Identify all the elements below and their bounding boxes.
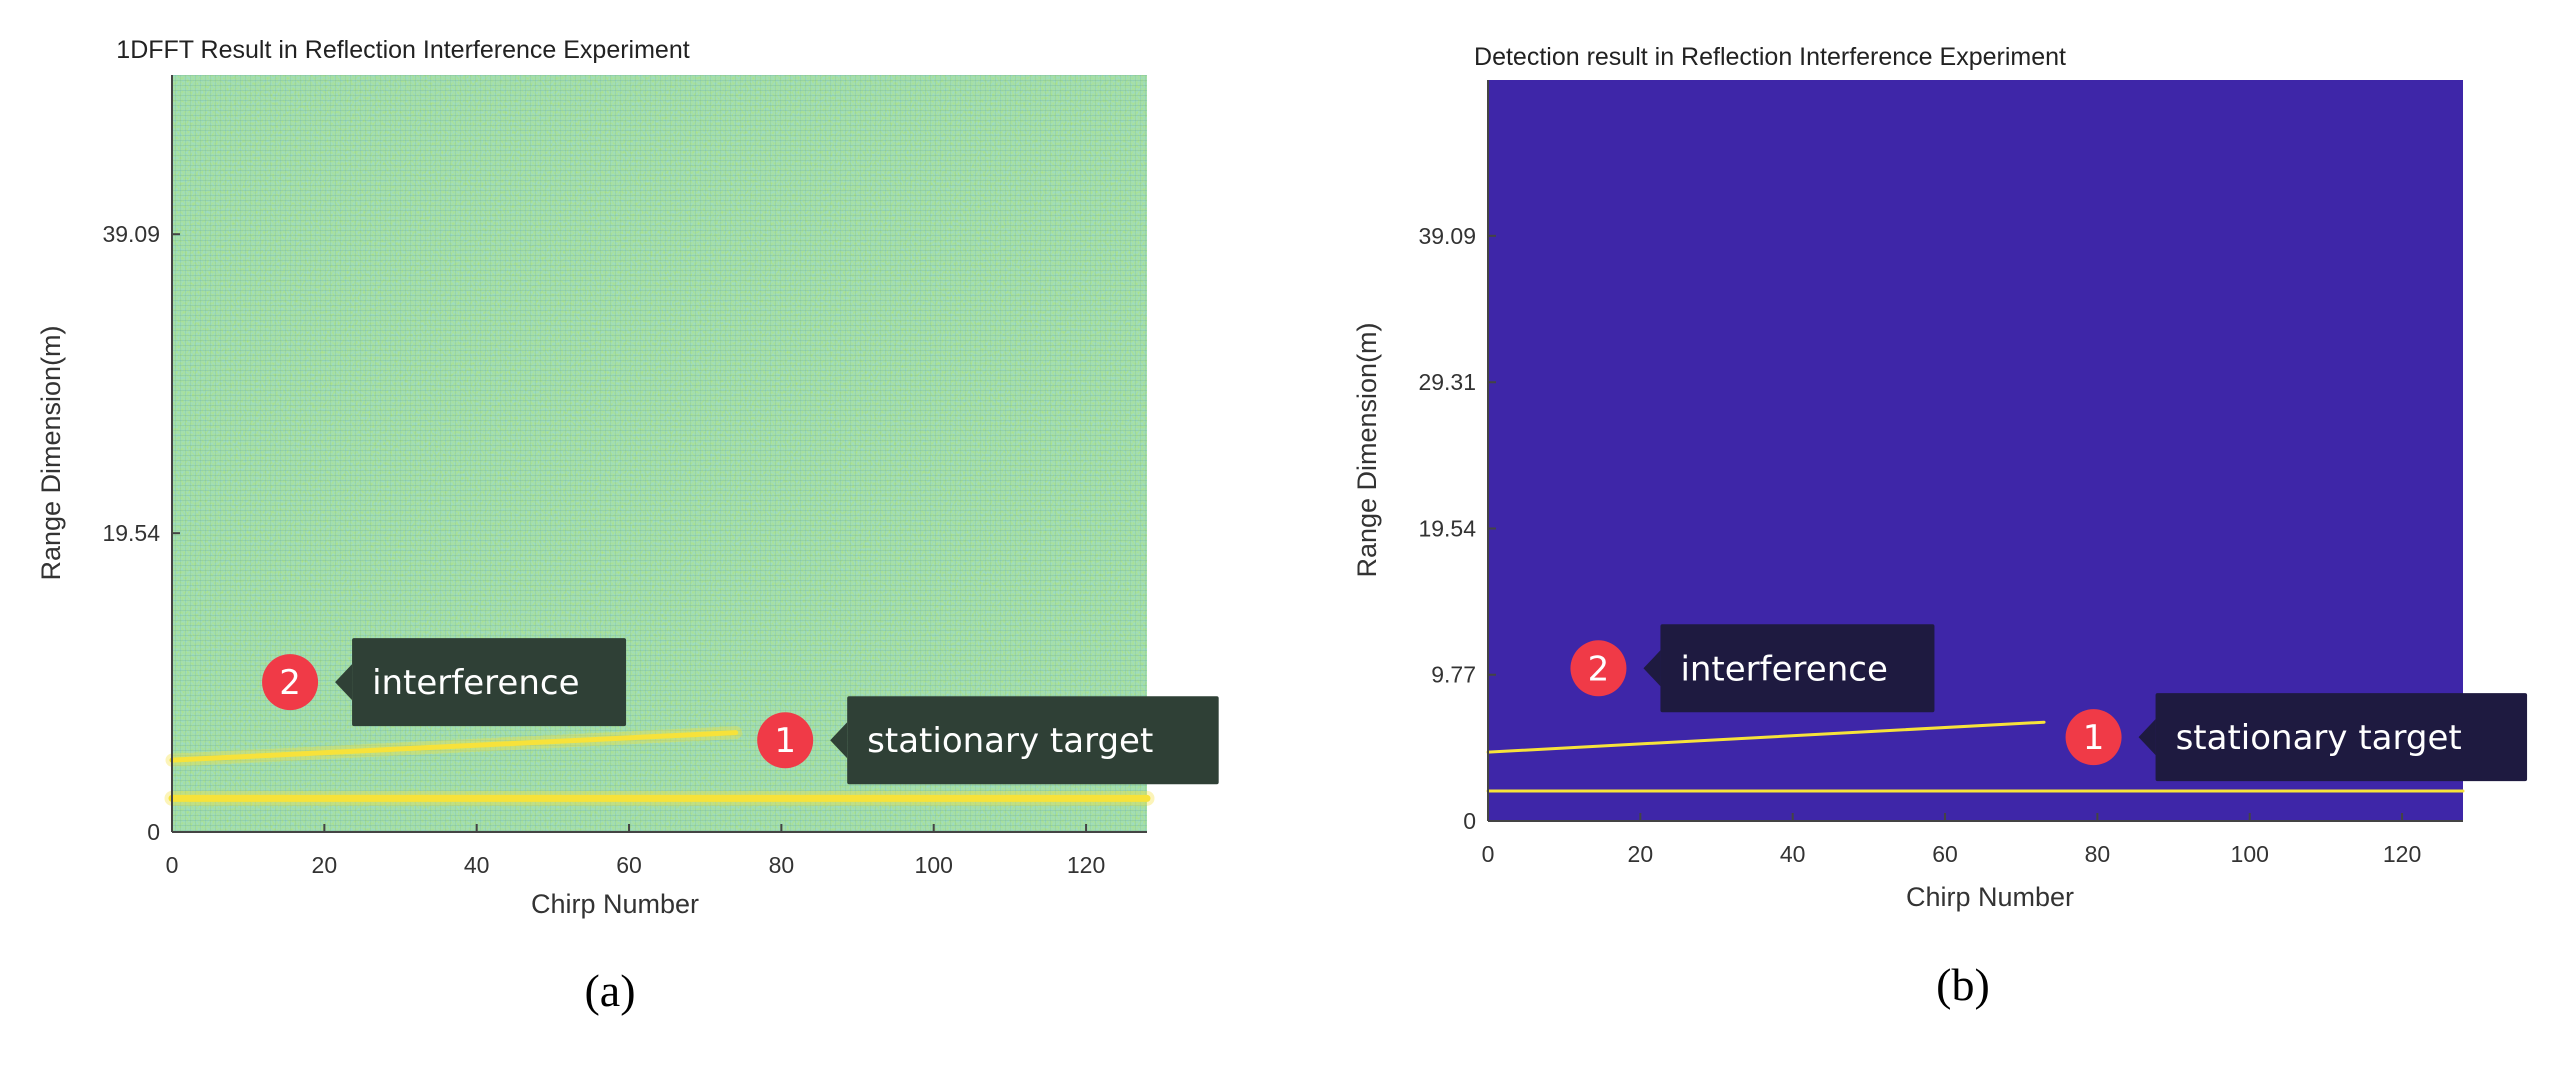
annotation-box-2 <box>352 638 627 727</box>
chart-a-xtick-label-3: 60 <box>616 852 642 878</box>
chart-b-xtick-label-3: 60 <box>1932 841 1958 867</box>
chart-a-title: 1DFFT Result in Reflection Interference … <box>116 36 689 64</box>
annotation-pointer-1 <box>830 722 848 759</box>
chart-a-xtick-label-4: 80 <box>769 852 795 878</box>
annotation-label-1: stationary target <box>867 721 1153 761</box>
chart-b-ytick-label-0: 0 <box>1463 808 1476 834</box>
chart-a-xtick-label-2: 40 <box>464 852 490 878</box>
chart-b-ytick-label-2: 19.54 <box>1418 515 1476 541</box>
panel-a: 1DFFT Result in Reflection Interference … <box>36 36 1219 1016</box>
annotation-box-1 <box>2155 693 2528 782</box>
annotation-label-1: stationary target <box>2176 718 2462 758</box>
chart-a-xtick-label-1: 20 <box>312 852 338 878</box>
chart-a-annotation-1: 1 stationary target <box>757 696 1219 785</box>
annotation-number-2: 2 <box>279 663 301 703</box>
chart-a-xlabel: Chirp Number <box>531 889 699 919</box>
chart-b-xtick-label-4: 80 <box>2085 841 2111 867</box>
annotation-pointer-2 <box>1643 650 1661 687</box>
chart-b-title: Detection result in Reflection Interfere… <box>1474 43 2066 71</box>
annotation-marker-1 <box>2065 709 2122 766</box>
chart-b-xlabel: Chirp Number <box>1906 882 2074 912</box>
chart-b-annotation-1: 1 stationary target <box>2065 693 2528 782</box>
annotation-number-2: 2 <box>1588 649 1610 689</box>
chart-b-xtick-label-5: 100 <box>2231 841 2269 867</box>
chart-b-caption: (b) <box>1936 959 1990 1010</box>
chart-b-ytick-label-1: 9.77 <box>1431 662 1476 688</box>
chart-a-annotation-2: 2 interference <box>262 638 627 727</box>
chart-a-ytick-label-1: 19.54 <box>102 520 160 546</box>
chart-b-ytick-label-4: 39.09 <box>1418 223 1476 249</box>
chart-b-ylabel: Range Dimension(m) <box>1352 322 1382 577</box>
chart-a-ylabel: Range Dimension(m) <box>36 325 66 580</box>
annotation-number-1: 1 <box>774 721 796 761</box>
annotation-number-1: 1 <box>2083 718 2105 758</box>
annotation-pointer-1 <box>2138 719 2156 756</box>
chart-a-xtick-label-5: 100 <box>915 852 953 878</box>
annotation-marker-2 <box>262 654 319 711</box>
panel-b: Detection result in Reflection Interfere… <box>1352 43 2528 1010</box>
chart-a-caption: (a) <box>584 965 635 1016</box>
annotation-box-2 <box>1660 624 1935 713</box>
chart-b-xtick-label-2: 40 <box>1780 841 1806 867</box>
annotation-pointer-2 <box>335 664 353 701</box>
chart-b-xtick-label-1: 20 <box>1628 841 1654 867</box>
chart-a-plot <box>164 75 1155 833</box>
annotation-marker-2 <box>1570 640 1627 697</box>
chart-a-trace-interference <box>169 730 739 763</box>
annotation-label-2: interference <box>1680 649 1887 689</box>
chart-b-trace-interference <box>1486 720 2046 754</box>
annotation-label-2: interference <box>372 663 579 703</box>
annotation-marker-1 <box>757 712 814 769</box>
chart-a-ytick-label-2: 39.09 <box>102 221 160 247</box>
chart-b-annotation-2: 2 interference <box>1570 624 1935 713</box>
chart-a-xtick-label-6: 120 <box>1067 852 1105 878</box>
chart-b-xtick-label-6: 120 <box>2383 841 2421 867</box>
chart-a-xtick-label-0: 0 <box>166 852 179 878</box>
annotation-box-1 <box>847 696 1219 785</box>
chart-a-ytick-label-0: 0 <box>147 819 160 845</box>
chart-b-ytick-label-3: 29.31 <box>1418 369 1476 395</box>
chart-b-xtick-label-0: 0 <box>1482 841 1495 867</box>
